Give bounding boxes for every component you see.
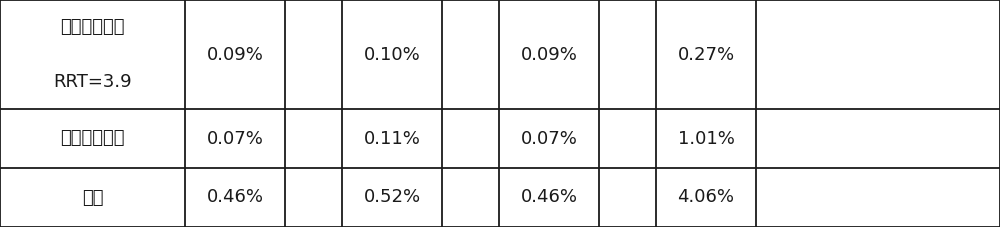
Text: 0.09%: 0.09% — [207, 45, 263, 64]
Text: 总杂: 总杂 — [82, 188, 103, 207]
Text: 0.11%: 0.11% — [364, 129, 420, 148]
Text: 醌式利福喷丁

RRT=3.9: 醌式利福喷丁 RRT=3.9 — [53, 18, 132, 91]
Text: 0.07%: 0.07% — [521, 129, 577, 148]
Text: 0.10%: 0.10% — [364, 45, 420, 64]
Text: 其他未知杂质: 其他未知杂质 — [60, 129, 125, 148]
Text: 0.46%: 0.46% — [207, 188, 264, 207]
Text: 0.27%: 0.27% — [677, 45, 735, 64]
Text: 0.07%: 0.07% — [207, 129, 263, 148]
Text: 0.46%: 0.46% — [520, 188, 578, 207]
Text: 0.52%: 0.52% — [363, 188, 421, 207]
Text: 1.01%: 1.01% — [678, 129, 734, 148]
Text: 4.06%: 4.06% — [678, 188, 735, 207]
Text: 0.09%: 0.09% — [521, 45, 577, 64]
